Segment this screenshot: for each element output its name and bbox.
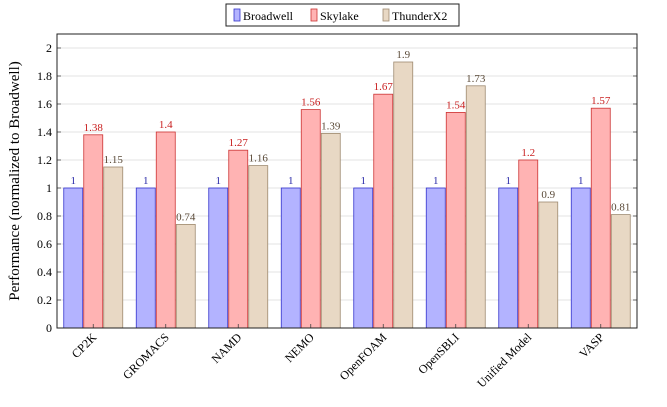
bar-thunderx2-namd: [248, 165, 269, 329]
bar-thunderx2-openfoam: [393, 61, 414, 329]
bar-skylake-nemo: [300, 109, 321, 329]
y-tick-label: 1.2: [37, 153, 52, 167]
data-label: 1.9: [396, 49, 410, 61]
data-label: 1: [433, 175, 439, 187]
data-label: 0.74: [176, 211, 196, 223]
data-label: 1.57: [591, 95, 611, 107]
x-tick-label: NEMO: [282, 330, 317, 365]
bar-broadwell-openfoam: [353, 187, 374, 329]
legend-swatch-broadwell: [233, 8, 241, 22]
bar-skylake-unified-model: [518, 159, 539, 329]
y-tick-label: 0.4: [37, 265, 52, 279]
data-label: 1.39: [321, 120, 341, 132]
legend-box: [225, 3, 460, 27]
bar-thunderx2-opensbli: [465, 85, 486, 329]
data-label: 1.15: [104, 154, 124, 166]
x-tick-label: CP2K: [69, 330, 100, 361]
x-tick-label: VASP: [576, 330, 607, 361]
data-label: 0.81: [611, 202, 630, 214]
bar-broadwell-vasp: [570, 187, 591, 329]
data-label: 0.9: [541, 189, 555, 201]
bar-thunderx2-unified-model: [538, 201, 559, 329]
bar-thunderx2-cp2k: [103, 166, 124, 329]
bar-thunderx2-gromacs: [175, 223, 196, 329]
data-label: 1.67: [374, 81, 394, 93]
bar-skylake-vasp: [590, 107, 611, 329]
data-label: 1: [216, 175, 222, 187]
data-label: 1.16: [249, 153, 269, 165]
x-tick-label: NAMD: [209, 330, 245, 366]
y-tick-label: 0.6: [37, 237, 52, 251]
data-label: 1.38: [84, 122, 104, 134]
bar-skylake-gromacs: [155, 131, 176, 329]
x-tick-label: Unified Model: [474, 330, 535, 391]
data-label: 1.27: [229, 137, 249, 149]
x-tick-label: GROMACS: [120, 330, 172, 382]
y-tick-label: 0: [46, 321, 52, 335]
legend-swatch-thunderx2: [382, 8, 390, 22]
x-tick-label: OpenSBLI: [415, 330, 462, 377]
legend-label-skylake: Skylake: [320, 9, 359, 23]
data-label: 1.73: [466, 73, 486, 85]
data-label: 1: [506, 175, 512, 187]
data-label: 1.4: [159, 119, 173, 131]
y-tick-label: 2: [46, 41, 52, 55]
data-label: 1.56: [301, 97, 321, 109]
y-tick-label: 0.8: [37, 209, 52, 223]
bar-skylake-opensbli: [445, 112, 466, 329]
data-label: 1.2: [521, 147, 535, 159]
y-tick-label: 0.2: [37, 293, 52, 307]
bar-broadwell-opensbli: [425, 187, 446, 329]
bar-thunderx2-nemo: [320, 132, 341, 329]
y-axis-label: Performance (normalized to Broadwell): [7, 61, 23, 301]
data-label: 1: [71, 175, 77, 187]
x-tick-label: OpenFOAM: [337, 330, 390, 383]
legend-label-thunderx2: ThunderX2: [392, 9, 447, 23]
bar-broadwell-nemo: [280, 187, 301, 329]
data-label: 1: [361, 175, 367, 187]
data-label: 1: [578, 175, 584, 187]
bar-thunderx2-vasp: [610, 214, 631, 329]
data-label: 1: [143, 175, 149, 187]
bar-broadwell-namd: [208, 187, 229, 329]
data-labels: 1 1.38 1.15 1 1.4 0.74 1 1.271.16 1 1.561.39 1 1.67…: [71, 49, 631, 223]
legend: Broadwell Skylake ThunderX2: [225, 3, 460, 27]
y-tick-label: 1.4: [37, 125, 52, 139]
data-label: 1.54: [446, 99, 466, 111]
y-tick-label: 1: [46, 181, 52, 195]
bar-broadwell-unified-model: [498, 187, 519, 329]
bar-skylake-namd: [228, 149, 249, 329]
bar-broadwell-gromacs: [135, 187, 156, 329]
bar-skylake-openfoam: [373, 93, 394, 329]
plot-frame: [56, 33, 638, 329]
legend-swatch-skylake: [310, 8, 318, 22]
bar-broadwell-cp2k: [63, 187, 84, 329]
y-tick-label: 1.6: [37, 97, 52, 111]
y-tick-label: 1.8: [37, 69, 52, 83]
data-label: 1: [288, 175, 294, 187]
legend-label-broadwell: Broadwell: [243, 9, 294, 23]
bar-skylake-cp2k: [83, 134, 104, 329]
